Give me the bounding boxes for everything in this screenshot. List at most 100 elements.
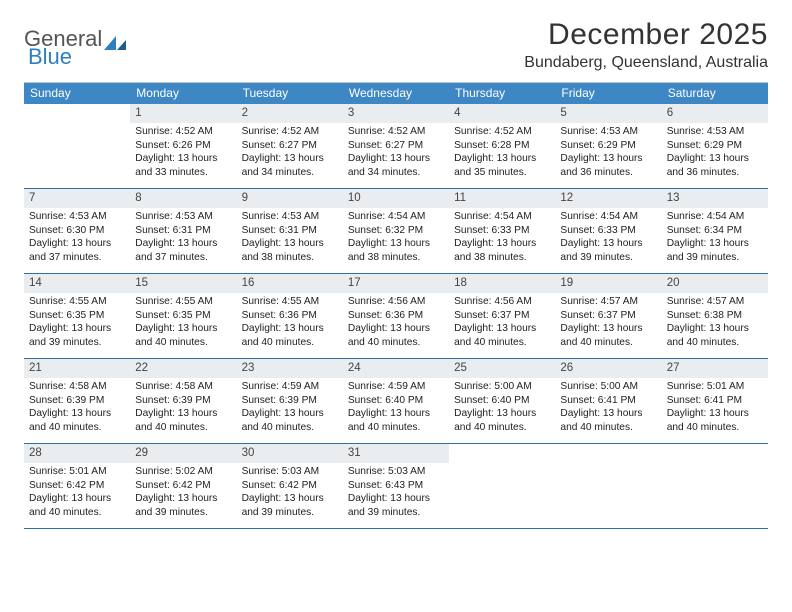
day-cell: 19Sunrise: 4:57 AMSunset: 6:37 PMDayligh… (555, 274, 661, 358)
day-body: Sunrise: 4:53 AMSunset: 6:29 PMDaylight:… (555, 123, 661, 183)
daylight1-text: Daylight: 13 hours (135, 407, 231, 420)
sunset-text: Sunset: 6:34 PM (667, 224, 763, 237)
dow-wednesday: Wednesday (343, 83, 449, 104)
day-cell: 13Sunrise: 4:54 AMSunset: 6:34 PMDayligh… (662, 189, 768, 273)
day-number: 27 (662, 359, 768, 378)
day-number: 30 (237, 444, 343, 463)
day-cell: 28Sunrise: 5:01 AMSunset: 6:42 PMDayligh… (24, 444, 130, 528)
day-body: Sunrise: 4:55 AMSunset: 6:36 PMDaylight:… (237, 293, 343, 353)
day-cell: 8Sunrise: 4:53 AMSunset: 6:31 PMDaylight… (130, 189, 236, 273)
day-number: 18 (449, 274, 555, 293)
sunset-text: Sunset: 6:27 PM (348, 139, 444, 152)
sunrise-text: Sunrise: 4:54 AM (348, 210, 444, 223)
sunset-text: Sunset: 6:28 PM (454, 139, 550, 152)
dow-saturday: Saturday (662, 83, 768, 104)
week-row: 21Sunrise: 4:58 AMSunset: 6:39 PMDayligh… (24, 359, 768, 444)
day-body: Sunrise: 4:54 AMSunset: 6:34 PMDaylight:… (662, 208, 768, 268)
sunrise-text: Sunrise: 4:56 AM (454, 295, 550, 308)
day-cell: 6Sunrise: 4:53 AMSunset: 6:29 PMDaylight… (662, 104, 768, 188)
sunrise-text: Sunrise: 4:53 AM (667, 125, 763, 138)
day-cell (449, 444, 555, 528)
week-row: 1Sunrise: 4:52 AMSunset: 6:26 PMDaylight… (24, 104, 768, 189)
daylight1-text: Daylight: 13 hours (135, 492, 231, 505)
sunset-text: Sunset: 6:33 PM (454, 224, 550, 237)
day-number: 14 (24, 274, 130, 293)
daylight2-text: and 34 minutes. (242, 166, 338, 179)
daylight1-text: Daylight: 13 hours (348, 237, 444, 250)
sunrise-text: Sunrise: 5:00 AM (560, 380, 656, 393)
daylight1-text: Daylight: 13 hours (560, 237, 656, 250)
month-title: December 2025 (524, 18, 768, 52)
week-row: 7Sunrise: 4:53 AMSunset: 6:30 PMDaylight… (24, 189, 768, 274)
brand-part2: Blue (28, 44, 72, 70)
day-number: 15 (130, 274, 236, 293)
sunrise-text: Sunrise: 5:03 AM (348, 465, 444, 478)
daylight2-text: and 38 minutes. (348, 251, 444, 264)
daylight2-text: and 38 minutes. (242, 251, 338, 264)
day-number: 23 (237, 359, 343, 378)
daylight2-text: and 40 minutes. (242, 336, 338, 349)
day-of-week-header: Sunday Monday Tuesday Wednesday Thursday… (24, 83, 768, 104)
day-body: Sunrise: 4:52 AMSunset: 6:26 PMDaylight:… (130, 123, 236, 183)
day-number: 16 (237, 274, 343, 293)
day-body: Sunrise: 5:02 AMSunset: 6:42 PMDaylight:… (130, 463, 236, 523)
day-cell: 20Sunrise: 4:57 AMSunset: 6:38 PMDayligh… (662, 274, 768, 358)
sunset-text: Sunset: 6:41 PM (560, 394, 656, 407)
sunrise-text: Sunrise: 4:58 AM (29, 380, 125, 393)
title-block: December 2025 Bundaberg, Queensland, Aus… (524, 18, 768, 72)
daylight2-text: and 40 minutes. (29, 506, 125, 519)
daylight2-text: and 40 minutes. (135, 421, 231, 434)
daylight1-text: Daylight: 13 hours (348, 492, 444, 505)
day-number: 11 (449, 189, 555, 208)
day-cell (662, 444, 768, 528)
day-body: Sunrise: 4:52 AMSunset: 6:27 PMDaylight:… (343, 123, 449, 183)
location: Bundaberg, Queensland, Australia (524, 54, 768, 72)
sunset-text: Sunset: 6:41 PM (667, 394, 763, 407)
day-number: 13 (662, 189, 768, 208)
sunset-text: Sunset: 6:31 PM (242, 224, 338, 237)
day-number: 26 (555, 359, 661, 378)
daylight2-text: and 36 minutes. (560, 166, 656, 179)
day-body: Sunrise: 4:54 AMSunset: 6:33 PMDaylight:… (449, 208, 555, 268)
day-body: Sunrise: 5:03 AMSunset: 6:42 PMDaylight:… (237, 463, 343, 523)
day-cell: 2Sunrise: 4:52 AMSunset: 6:27 PMDaylight… (237, 104, 343, 188)
daylight1-text: Daylight: 13 hours (454, 407, 550, 420)
daylight1-text: Daylight: 13 hours (29, 492, 125, 505)
sunset-text: Sunset: 6:40 PM (454, 394, 550, 407)
daylight2-text: and 40 minutes. (454, 336, 550, 349)
header: General December 2025 Bundaberg, Queensl… (24, 18, 768, 72)
sunrise-text: Sunrise: 4:54 AM (454, 210, 550, 223)
daylight2-text: and 40 minutes. (348, 421, 444, 434)
sunrise-text: Sunrise: 4:57 AM (560, 295, 656, 308)
day-cell: 27Sunrise: 5:01 AMSunset: 6:41 PMDayligh… (662, 359, 768, 443)
day-body (449, 463, 555, 469)
daylight1-text: Daylight: 13 hours (242, 407, 338, 420)
day-number: 2 (237, 104, 343, 123)
dow-thursday: Thursday (449, 83, 555, 104)
day-number: 4 (449, 104, 555, 123)
day-cell: 11Sunrise: 4:54 AMSunset: 6:33 PMDayligh… (449, 189, 555, 273)
daylight2-text: and 33 minutes. (135, 166, 231, 179)
sunset-text: Sunset: 6:29 PM (667, 139, 763, 152)
sunset-text: Sunset: 6:27 PM (242, 139, 338, 152)
day-number: 6 (662, 104, 768, 123)
day-body: Sunrise: 4:56 AMSunset: 6:36 PMDaylight:… (343, 293, 449, 353)
day-body: Sunrise: 4:53 AMSunset: 6:29 PMDaylight:… (662, 123, 768, 183)
dow-monday: Monday (130, 83, 236, 104)
day-body: Sunrise: 4:59 AMSunset: 6:40 PMDaylight:… (343, 378, 449, 438)
daylight2-text: and 39 minutes. (135, 506, 231, 519)
daylight2-text: and 39 minutes. (242, 506, 338, 519)
daylight2-text: and 40 minutes. (560, 336, 656, 349)
daylight1-text: Daylight: 13 hours (135, 152, 231, 165)
daylight2-text: and 39 minutes. (348, 506, 444, 519)
page: General December 2025 Bundaberg, Queensl… (0, 0, 792, 529)
day-number: 25 (449, 359, 555, 378)
sunset-text: Sunset: 6:40 PM (348, 394, 444, 407)
daylight1-text: Daylight: 13 hours (135, 322, 231, 335)
day-body: Sunrise: 4:54 AMSunset: 6:33 PMDaylight:… (555, 208, 661, 268)
day-number: 7 (24, 189, 130, 208)
sunset-text: Sunset: 6:39 PM (242, 394, 338, 407)
daylight2-text: and 36 minutes. (667, 166, 763, 179)
day-body: Sunrise: 4:57 AMSunset: 6:37 PMDaylight:… (555, 293, 661, 353)
day-cell: 29Sunrise: 5:02 AMSunset: 6:42 PMDayligh… (130, 444, 236, 528)
